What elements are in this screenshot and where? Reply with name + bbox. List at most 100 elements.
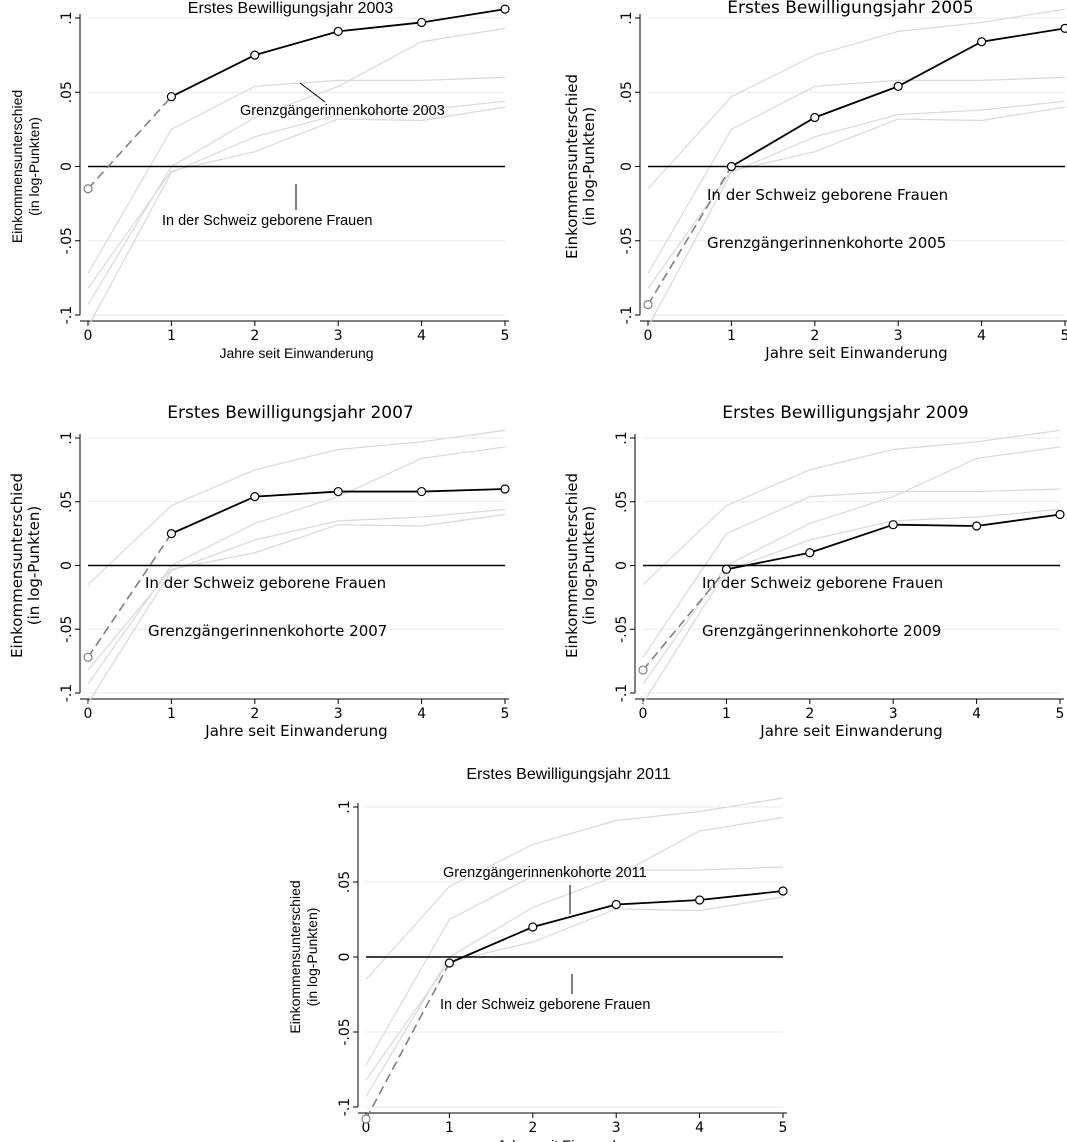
x-tick-label: 1 (167, 706, 176, 722)
y-axis-label: Einkommensunterschied (287, 880, 303, 1033)
y-tick-label: .1 (614, 431, 630, 444)
y-tick-label: -.05 (337, 1018, 353, 1045)
series-line-dashed (87, 96, 172, 190)
baseline-annotation: In der Schweiz geborene Frauen (162, 213, 372, 229)
x-tick-label: 4 (977, 328, 986, 344)
series-line-background (647, 76, 1066, 274)
cohort-annotation: Grenzgängerinnenkohorte 2003 (240, 103, 445, 119)
y-axis-label: Einkommensunterschied (9, 90, 25, 243)
data-point (83, 652, 93, 662)
data-point (417, 486, 427, 497)
series-line-background (365, 896, 784, 1081)
x-tick-label: 5 (501, 706, 510, 722)
chart-panel-3: -.1 -.05 0 .05 .1 0 1 2 3 4 5 Jahre seit Einwanderu… (0, 383, 520, 763)
x-axis-label: Jahre seit Einwanderung (759, 722, 942, 740)
y-axis-label-unit: (in log-Punkten) (26, 117, 42, 216)
x-tick-label: 0 (84, 328, 93, 344)
y-tick-label: -.1 (614, 684, 630, 702)
data-point (166, 529, 176, 539)
series-line-background (87, 513, 506, 671)
x-tick-label: 2 (810, 328, 819, 344)
x-tick-label: 0 (362, 1120, 371, 1136)
data-point (805, 548, 815, 558)
data-point (643, 300, 653, 310)
x-tick-label: 2 (250, 706, 259, 722)
y-tick-label: .1 (59, 11, 75, 24)
x-tick-label: 3 (612, 1120, 621, 1136)
y-axis-label-unit: (in log-Punkten) (580, 506, 598, 626)
data-point (893, 81, 903, 91)
x-tick-label: 2 (805, 706, 814, 722)
x-tick-label: 1 (722, 706, 731, 722)
series-line-background (642, 488, 1061, 658)
series-line-background (647, 8, 1066, 190)
chart-title: Erstes Bewilligungsjahr 2009 (722, 403, 968, 423)
series-line-highlight (170, 8, 506, 98)
x-tick-label: 5 (1061, 328, 1067, 344)
data-point (810, 112, 820, 123)
data-point (695, 895, 705, 905)
chart-title: Erstes Bewilligungsjahr 2007 (167, 403, 413, 423)
cohort-annotation: Grenzgängerinnenkohorte 2005 (707, 234, 946, 252)
data-point (417, 17, 427, 28)
x-tick-label: 2 (528, 1120, 537, 1136)
x-tick-label: 4 (417, 706, 426, 722)
x-tick-label: 0 (639, 706, 648, 722)
y-axis-label: Einkommensunterschied (563, 74, 581, 259)
series-line-background (87, 100, 506, 328)
series-line-background (647, 100, 1066, 328)
series-line-background (642, 508, 1061, 704)
data-point (250, 50, 260, 60)
y-tick-label: -.05 (614, 616, 630, 643)
x-tick-label: 4 (417, 328, 426, 344)
y-tick-label: 0 (337, 953, 353, 962)
x-tick-label: 0 (84, 706, 93, 722)
series-line-background (642, 429, 1061, 586)
baseline-annotation: In der Schweiz geborene Frauen (440, 997, 650, 1013)
series-line-dashed (365, 962, 451, 1120)
data-point (721, 564, 731, 574)
x-tick-label: 3 (889, 706, 898, 722)
data-point (500, 4, 510, 14)
series-line-background (87, 508, 506, 704)
y-tick-label: .05 (59, 81, 75, 103)
chart-title: Erstes Bewilligungsjahr 2003 (188, 0, 394, 17)
cohort-leader-line (299, 82, 326, 103)
x-tick-label: 5 (1056, 706, 1065, 722)
x-axis-label: Jahre seit Einwanderung (219, 345, 373, 361)
series-line-background (87, 106, 506, 289)
data-point (611, 899, 621, 910)
y-tick-label: .1 (619, 11, 635, 24)
series-line-background (87, 429, 506, 586)
data-point (444, 958, 454, 968)
y-tick-label: .05 (614, 491, 630, 513)
x-tick-label: 4 (972, 706, 981, 722)
chart-panel-4: -.1 -.05 0 .05 .1 0 1 2 3 4 5 Jahre seit Einwanderu… (555, 383, 1067, 763)
x-tick-label: 1 (727, 328, 736, 344)
x-tick-label: 3 (894, 328, 903, 344)
y-tick-label: -.05 (59, 616, 75, 643)
data-point (166, 92, 176, 102)
y-tick-label: .05 (619, 81, 635, 103)
y-tick-label: 0 (59, 162, 75, 171)
x-axis-label: Jahre seit Einwanderung (204, 722, 387, 740)
series-line-dashed (87, 533, 173, 658)
data-point (528, 922, 538, 932)
y-axis-label-unit: (in log-Punkten) (25, 506, 43, 626)
y-tick-label: 0 (59, 561, 75, 570)
y-tick-label: -.1 (59, 684, 75, 702)
x-tick-label: 5 (501, 328, 510, 344)
data-point (333, 26, 343, 36)
x-tick-label: 1 (167, 328, 176, 344)
data-point (977, 37, 987, 47)
y-tick-label: .1 (59, 431, 75, 444)
data-point (250, 492, 260, 502)
cohort-annotation: Grenzgängerinnenkohorte 2009 (702, 622, 941, 640)
y-axis-label: Einkommensunterschied (563, 473, 581, 658)
